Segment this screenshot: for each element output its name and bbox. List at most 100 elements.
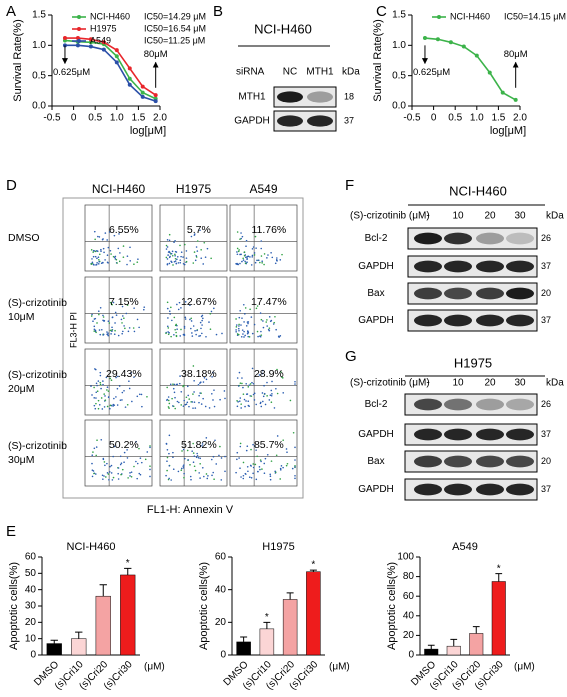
panel-label: F [345, 177, 354, 194]
flow-dot [211, 376, 213, 378]
bar [71, 638, 87, 656]
flow-dot [262, 320, 264, 322]
flow-dot [193, 234, 196, 236]
flow-dot [249, 308, 251, 311]
flow-dot [294, 383, 296, 385]
flow-dot [187, 459, 189, 461]
flow-dot [185, 257, 188, 259]
flow-dot [270, 460, 273, 462]
data-point [127, 76, 132, 81]
flow-dot [199, 229, 201, 232]
flow-dot [174, 407, 176, 410]
y-tick-label: 60 [403, 591, 415, 602]
flow-dot [257, 470, 259, 473]
flow-dot [183, 333, 185, 336]
flow-dot [176, 328, 178, 330]
flow-dot [241, 260, 243, 263]
flow-dot [240, 232, 242, 234]
band [414, 287, 442, 300]
flow-dot [168, 452, 170, 455]
flow-dot [196, 452, 198, 455]
flow-dot [256, 330, 259, 333]
flow-dot [191, 401, 194, 403]
flow-dot [107, 262, 109, 264]
flow-dot [251, 256, 254, 258]
flow-dot [275, 328, 277, 331]
flow-dot [246, 393, 249, 395]
flow-dot [119, 399, 122, 401]
flow-dot [239, 253, 241, 256]
flow-dot [121, 332, 123, 335]
flow-dot [242, 474, 245, 477]
flow-dot [240, 335, 243, 338]
flow-dot [101, 238, 104, 241]
flow-dot [100, 328, 103, 331]
flow-dot [212, 371, 214, 374]
flow-dot [269, 478, 272, 481]
flow-dot [247, 335, 250, 338]
flow-dot [255, 403, 258, 406]
flow-dot [239, 467, 241, 470]
flow-dot [172, 264, 174, 266]
flow-dot [122, 245, 125, 247]
flow-dot [239, 382, 242, 384]
y-tick-label: 20 [25, 617, 37, 628]
flow-dot [184, 318, 187, 320]
flow-dot [262, 395, 265, 398]
flow-dot [168, 310, 171, 313]
flow-dot [261, 260, 263, 263]
y-tick-label: 1.0 [392, 40, 406, 51]
flow-dot [97, 256, 100, 259]
flow-dot [279, 469, 282, 471]
flow-dot [127, 477, 129, 479]
flow-dot [170, 306, 172, 309]
flow-dot [253, 392, 256, 395]
flow-dot [114, 258, 117, 260]
flow-dot [91, 454, 94, 457]
flow-dot [256, 455, 258, 458]
y-tick-label: 1.5 [32, 10, 46, 21]
flow-dot [179, 335, 182, 337]
flow-dot [206, 477, 209, 480]
flow-dot [96, 257, 98, 260]
y-tick-label: 0.0 [392, 101, 406, 112]
flow-dot [116, 404, 119, 406]
flow-dot [243, 336, 245, 338]
flow-dot [94, 255, 97, 258]
flow-dot [213, 389, 215, 391]
flow-dot [101, 408, 104, 410]
flow-dot [274, 315, 276, 318]
x-tick-label: -0.5 [43, 113, 61, 124]
flow-dot [112, 255, 115, 258]
data-point [75, 43, 80, 48]
flow-dot [270, 389, 273, 392]
flow-dot [247, 386, 250, 388]
flow-dot [115, 258, 118, 261]
flow-dot [103, 319, 106, 322]
x-tick-label: 2.0 [153, 113, 167, 124]
flow-dot [116, 375, 119, 378]
flow-dot [245, 449, 248, 452]
band [307, 115, 333, 127]
flow-dot [182, 467, 185, 469]
flow-dot [202, 397, 204, 400]
flow-dot [244, 260, 246, 263]
flow-dot [259, 312, 262, 314]
flow-dot [237, 401, 239, 403]
flow-dot [118, 233, 120, 235]
flow-dot [257, 259, 260, 262]
error-bar [309, 569, 317, 572]
flow-dot [192, 262, 195, 264]
flow-dot [112, 405, 114, 407]
flow-dot [92, 249, 95, 252]
data-point [153, 93, 158, 98]
flow-dot [121, 468, 124, 471]
error-bar [427, 644, 435, 650]
flow-dot [170, 479, 172, 481]
flow-dot [92, 320, 94, 323]
flow-dot [261, 369, 264, 372]
flow-dot [240, 324, 242, 326]
flow-dot [210, 458, 213, 461]
flow-dot [106, 254, 109, 256]
panel-label: E [6, 523, 16, 540]
